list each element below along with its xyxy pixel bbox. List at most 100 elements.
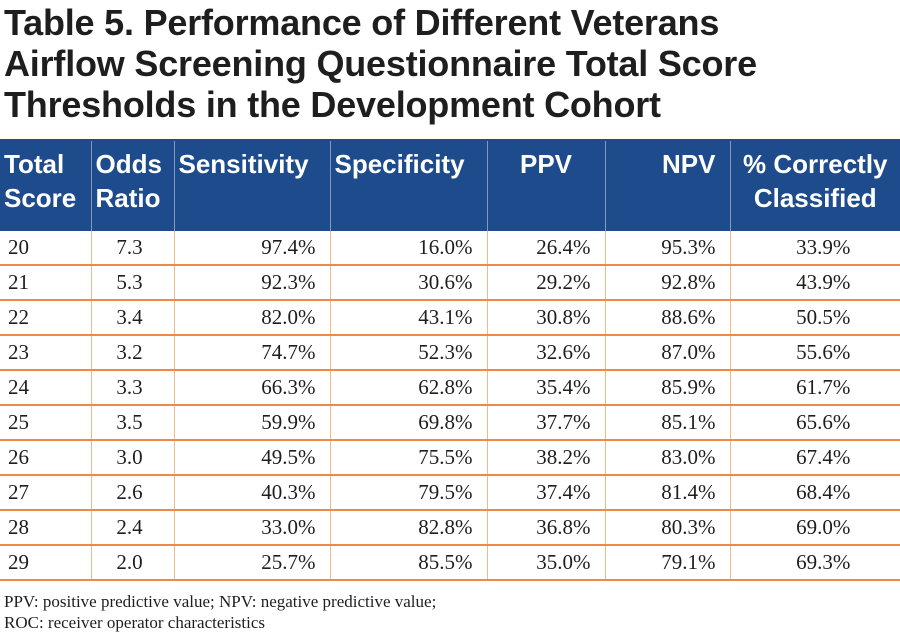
table-cell: 24 xyxy=(0,370,91,406)
table-cell: 85.9% xyxy=(604,370,730,406)
table-cell: 26 xyxy=(0,440,91,476)
table-cell: 28 xyxy=(0,510,91,546)
header-line: Ratio xyxy=(95,183,161,213)
table-row: 27 2.6 40.3% 79.5% 37.4% 81.4% 68.4% xyxy=(0,475,900,511)
table-cell: 38.2% xyxy=(486,440,605,476)
table-cell: 92.3% xyxy=(173,265,330,301)
header-line: Specificity xyxy=(334,149,465,179)
table-cell: 16.0% xyxy=(329,231,487,266)
table-cell: 3.0 xyxy=(90,440,174,476)
table-cell: 55.6% xyxy=(729,335,900,371)
table-cell: 80.3% xyxy=(604,510,730,546)
table-cell: 35.4% xyxy=(486,370,605,406)
col-header-sensitivity: Sensitivity xyxy=(173,140,330,231)
title-line: Table 5. Performance of Different Vetera… xyxy=(4,2,720,43)
table-cell: 33.9% xyxy=(729,231,900,266)
table-cell: 40.3% xyxy=(173,475,330,511)
table-body: 20 7.3 97.4% 16.0% 26.4% 95.3% 33.9% 21 5.3 92.3%… xyxy=(0,231,900,581)
table-cell: 65.6% xyxy=(729,405,900,441)
col-header-total-score: Total Score xyxy=(0,140,91,231)
table-cell: 81.4% xyxy=(604,475,730,511)
table-row: 20 7.3 97.4% 16.0% 26.4% 95.3% 33.9% xyxy=(0,231,900,266)
title-line: Airflow Screening Questionnaire Total Sc… xyxy=(4,43,757,84)
table-cell: 95.3% xyxy=(604,231,730,266)
header-line: NPV xyxy=(662,149,716,179)
performance-table: Total Score Odds Ratio Sensitivity Speci… xyxy=(0,139,900,581)
table-cell: 22 xyxy=(0,300,91,336)
table-row: 26 3.0 49.5% 75.5% 38.2% 83.0% 67.4% xyxy=(0,440,900,476)
col-header-specificity: Specificity xyxy=(329,140,487,231)
table-cell: 37.7% xyxy=(486,405,605,441)
table-row: 29 2.0 25.7% 85.5% 35.0% 79.1% 69.3% xyxy=(0,545,900,581)
table-cell: 25 xyxy=(0,405,91,441)
table-cell: 3.3 xyxy=(90,370,174,406)
table-cell: 74.7% xyxy=(173,335,330,371)
col-header-correctly-classified: % Correctly Classified xyxy=(729,140,900,231)
table-cell: 69.8% xyxy=(329,405,487,441)
header-line: Sensitivity xyxy=(178,149,309,179)
col-header-ppv: PPV xyxy=(486,140,605,231)
table-cell: 92.8% xyxy=(604,265,730,301)
table-cell: 7.3 xyxy=(90,231,174,266)
table-cell: 75.5% xyxy=(329,440,487,476)
table-cell: 30.8% xyxy=(486,300,605,336)
table-cell: 37.4% xyxy=(486,475,605,511)
table-cell: 85.1% xyxy=(604,405,730,441)
footnote-line: PPV: positive predictive value; NPV: neg… xyxy=(4,592,437,611)
table-cell: 5.3 xyxy=(90,265,174,301)
col-header-npv: NPV xyxy=(604,140,730,231)
table-row: 22 3.4 82.0% 43.1% 30.8% 88.6% 50.5% xyxy=(0,300,900,336)
table-cell: 50.5% xyxy=(729,300,900,336)
table-cell: 35.0% xyxy=(486,545,605,581)
table-cell: 3.5 xyxy=(90,405,174,441)
footnote: PPV: positive predictive value; NPV: neg… xyxy=(4,591,436,633)
table-cell: 83.0% xyxy=(604,440,730,476)
table-cell: 27 xyxy=(0,475,91,511)
table-cell: 79.5% xyxy=(329,475,487,511)
table-cell: 82.8% xyxy=(329,510,487,546)
table-cell: 33.0% xyxy=(173,510,330,546)
table-cell: 3.2 xyxy=(90,335,174,371)
table-cell: 49.5% xyxy=(173,440,330,476)
table-cell: 36.8% xyxy=(486,510,605,546)
table-cell: 85.5% xyxy=(329,545,487,581)
table-cell: 29 xyxy=(0,545,91,581)
header-line: Classified xyxy=(753,183,877,213)
table-cell: 23 xyxy=(0,335,91,371)
table-cell: 20 xyxy=(0,231,91,266)
table-title: Table 5. Performance of Different Vetera… xyxy=(4,2,896,125)
table-cell: 2.0 xyxy=(90,545,174,581)
table-cell: 82.0% xyxy=(173,300,330,336)
table-row: 25 3.5 59.9% 69.8% 37.7% 85.1% 65.6% xyxy=(0,405,900,441)
table-cell: 68.4% xyxy=(729,475,900,511)
header-line: Total xyxy=(4,149,65,179)
table-cell: 52.3% xyxy=(329,335,487,371)
table-row: 28 2.4 33.0% 82.8% 36.8% 80.3% 69.0% xyxy=(0,510,900,546)
header-line: Score xyxy=(4,183,77,213)
table-cell: 30.6% xyxy=(329,265,487,301)
table-row: 24 3.3 66.3% 62.8% 35.4% 85.9% 61.7% xyxy=(0,370,900,406)
table-cell: 62.8% xyxy=(329,370,487,406)
header-line: Odds xyxy=(95,149,162,179)
table-cell: 66.3% xyxy=(173,370,330,406)
table-cell: 21 xyxy=(0,265,91,301)
table-cell: 87.0% xyxy=(604,335,730,371)
table-cell: 26.4% xyxy=(486,231,605,266)
col-header-odds-ratio: Odds Ratio xyxy=(90,140,174,231)
header-line: PPV xyxy=(519,149,573,179)
header-row: Total Score Odds Ratio Sensitivity Speci… xyxy=(0,140,900,231)
table-cell: 2.4 xyxy=(90,510,174,546)
table-row: 23 3.2 74.7% 52.3% 32.6% 87.0% 55.6% xyxy=(0,335,900,371)
table-cell: 69.3% xyxy=(729,545,900,581)
table-row: 21 5.3 92.3% 30.6% 29.2% 92.8% 43.9% xyxy=(0,265,900,301)
table-cell: 25.7% xyxy=(173,545,330,581)
table-cell: 43.1% xyxy=(329,300,487,336)
footnote-line: ROC: receiver operator characteristics xyxy=(4,613,266,632)
table-cell: 69.0% xyxy=(729,510,900,546)
table-cell: 61.7% xyxy=(729,370,900,406)
table-cell: 43.9% xyxy=(729,265,900,301)
table-cell: 67.4% xyxy=(729,440,900,476)
table-cell: 97.4% xyxy=(173,231,330,266)
table-cell: 59.9% xyxy=(173,405,330,441)
title-line: Thresholds in the Development Cohort xyxy=(4,84,661,125)
